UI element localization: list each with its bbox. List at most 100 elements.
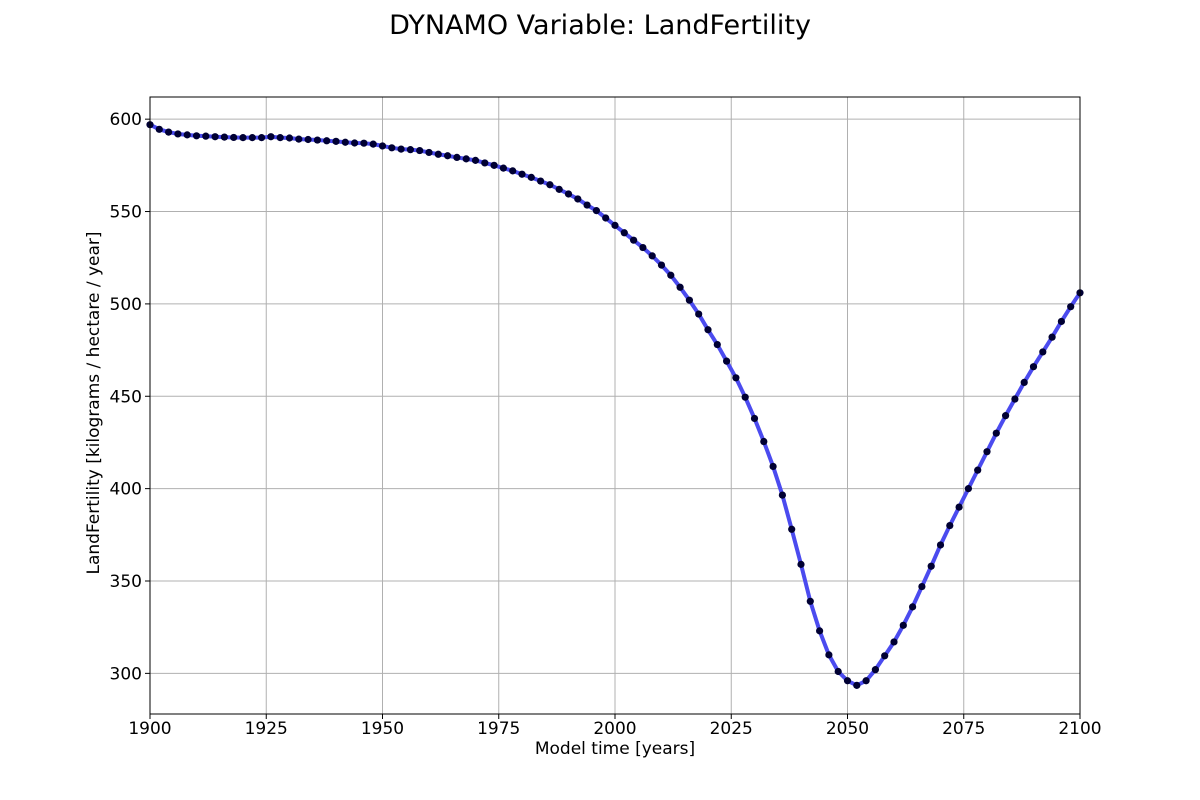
data-point — [471, 156, 480, 164]
data-point — [248, 134, 256, 142]
data-point — [444, 152, 452, 160]
data-point — [499, 164, 507, 172]
x-tick-label: 1950 — [361, 719, 404, 739]
data-point — [1048, 333, 1056, 341]
data-point — [630, 236, 638, 244]
data-point — [936, 541, 945, 549]
data-point — [490, 161, 498, 169]
data-point — [909, 603, 917, 611]
y-tick-label: 350 — [110, 572, 142, 592]
chart-title: DYNAMO Variable: LandFertility — [389, 10, 811, 41]
data-point — [1029, 363, 1038, 371]
data-point — [676, 283, 684, 291]
data-point — [1002, 412, 1010, 420]
data-point — [509, 167, 517, 175]
data-point — [1067, 303, 1075, 311]
data-point — [211, 133, 219, 141]
data-point — [806, 597, 814, 605]
data-point — [1020, 378, 1028, 387]
series-markers — [146, 121, 1084, 689]
axis-ticks: 1900 1925 1950 1975 2000 2025 2050 2075 2100 300 3… — [110, 110, 1102, 739]
data-point — [220, 133, 228, 141]
y-tick-label: 600 — [110, 110, 142, 130]
data-point — [341, 138, 349, 146]
x-tick-label: 1925 — [245, 719, 288, 739]
data-point — [546, 181, 554, 189]
data-point — [230, 133, 238, 142]
data-point — [183, 131, 191, 139]
data-point — [304, 135, 312, 144]
data-point — [369, 140, 377, 148]
data-point — [657, 261, 666, 269]
data-point — [890, 638, 898, 646]
data-point — [1039, 348, 1047, 356]
data-point — [732, 374, 740, 382]
data-point — [843, 677, 852, 685]
data-point — [360, 139, 368, 147]
x-axis-label: Model time [years] — [534, 739, 696, 759]
data-point — [453, 153, 461, 162]
data-point — [165, 128, 173, 136]
x-tick-label: 2000 — [593, 719, 636, 739]
data-point — [946, 521, 954, 530]
x-tick-label: 2075 — [942, 719, 985, 739]
data-point — [992, 429, 1000, 437]
data-point — [918, 582, 926, 591]
data-point — [704, 326, 712, 334]
data-point — [983, 448, 991, 456]
y-axis-label: LandFertility [kilograms / hectare / yea… — [84, 231, 104, 575]
data-point — [564, 190, 573, 198]
data-point — [620, 229, 628, 237]
data-point — [667, 271, 675, 279]
data-point — [323, 137, 331, 145]
data-point — [313, 136, 321, 144]
data-point — [695, 310, 703, 318]
grid-lines — [149, 97, 1081, 714]
y-tick-label: 400 — [110, 480, 142, 500]
data-point — [416, 146, 424, 155]
data-point — [602, 214, 610, 222]
data-point — [518, 170, 526, 178]
data-point — [481, 159, 489, 167]
data-point — [192, 132, 201, 140]
data-point — [295, 135, 303, 143]
data-point — [713, 340, 721, 349]
data-point — [964, 485, 973, 493]
data-point — [239, 134, 247, 142]
data-point — [425, 148, 433, 157]
data-point — [974, 466, 982, 474]
data-point — [267, 133, 275, 141]
y-tick-label: 500 — [110, 295, 142, 315]
data-point — [397, 145, 405, 153]
data-point — [899, 621, 907, 629]
data-point — [741, 393, 749, 401]
data-point — [527, 173, 535, 181]
data-point — [648, 252, 656, 260]
data-point — [332, 137, 340, 145]
data-point — [750, 414, 759, 423]
y-tick-label: 450 — [110, 387, 142, 407]
x-tick-label: 1975 — [477, 719, 520, 739]
data-point — [825, 651, 833, 659]
data-point — [351, 139, 359, 147]
data-point — [816, 627, 824, 635]
data-point — [788, 525, 796, 533]
data-point — [769, 462, 777, 471]
data-point — [155, 125, 163, 133]
data-point — [592, 207, 601, 215]
x-tick-label: 2100 — [1058, 719, 1101, 739]
data-point — [1011, 395, 1019, 403]
data-point — [834, 667, 842, 676]
data-point — [388, 144, 396, 152]
data-point — [537, 177, 545, 185]
data-point — [853, 681, 861, 689]
data-point — [174, 130, 182, 138]
data-point — [406, 146, 414, 154]
x-tick-label: 1900 — [128, 719, 171, 739]
data-point — [574, 195, 582, 203]
data-point — [871, 666, 880, 674]
data-point — [881, 652, 889, 660]
x-tick-label: 2050 — [826, 719, 869, 739]
y-tick-label: 300 — [110, 664, 142, 684]
